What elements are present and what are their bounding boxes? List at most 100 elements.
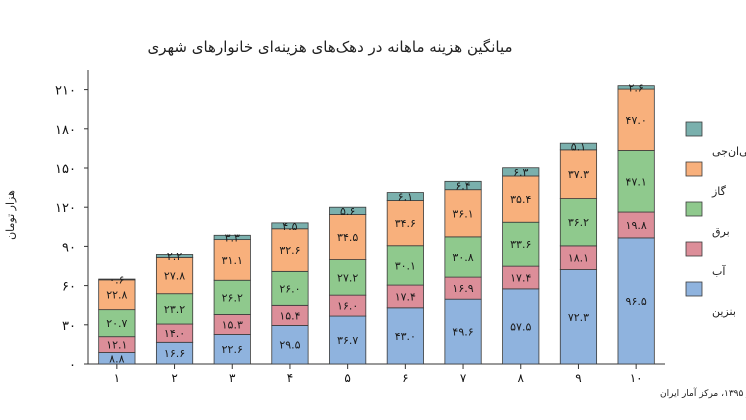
bar-segment <box>155 293 194 325</box>
data-label: ۶.۴ <box>455 180 470 193</box>
data-label: ۸.۸ <box>109 352 124 365</box>
legend-label: آب <box>712 264 726 278</box>
data-label: ۵.۱ <box>571 141 586 154</box>
y-tick-label: ۶۰ <box>62 280 76 295</box>
bar-stack: ۸.۸۱۲.۱ ۲۰.۷ ۲۲.۸ ۰.۶ <box>98 273 136 365</box>
x-tick-label: ۹ <box>575 371 581 385</box>
y-tick-label: ۰ <box>69 358 76 373</box>
data-label: ۵۷.۵ <box>510 320 531 333</box>
bar-segment <box>444 189 482 238</box>
bar-stack: ۹۶.۵ ۱۹.۸ ۴۷.۱ ۴۷.۰ ۲.۶ <box>617 81 655 365</box>
legend-label: سی‌ان‌جی <box>712 145 746 158</box>
bar-segment <box>213 234 251 241</box>
legend-swatch <box>685 161 703 177</box>
data-label: ۶.۱ <box>398 191 413 204</box>
data-label: ۹۶.۵ <box>626 295 647 308</box>
bar-segment <box>502 288 540 365</box>
data-label: ۳.۳ <box>225 231 240 244</box>
chart-title: میانگین هزینه ماهانه در دهک‌های هزینه‌ای… <box>147 38 512 56</box>
x-tick-label: ۱ <box>114 371 120 385</box>
data-label: ۱۶.۶ <box>164 347 185 360</box>
data-label: ۲۲.۸ <box>106 289 127 302</box>
y-tick-label: ۱۵۰ <box>55 162 76 177</box>
data-label: ۲۰.۷ <box>106 317 127 330</box>
data-label: ۲۶.۲ <box>222 291 243 304</box>
bar-segment <box>386 307 424 365</box>
y-tick-label: ۹۰ <box>62 240 76 255</box>
x-tick-label: ۱۰ <box>630 371 643 385</box>
data-label: ۳۰.۱ <box>395 259 416 272</box>
bar-segment <box>213 334 251 365</box>
x-tick-label: ۶ <box>402 371 408 385</box>
data-label: ۱۵.۳ <box>222 318 243 331</box>
axes: ۰ ۳۰ ۶۰ ۹۰ ۱۲۰ ۱۵۰ ۱۸۰ ۲۱۰ ۱ ۲ ۳ ۴ ۵ ۶ ۷ ۸ ۹ ۱۰ <box>55 70 665 385</box>
bar-segment <box>155 256 194 295</box>
bar-segment <box>617 237 655 365</box>
bar-segment <box>444 236 482 278</box>
bar-segment <box>329 315 367 365</box>
data-label: ۲۷.۲ <box>337 271 358 284</box>
data-label: ۴.۵ <box>282 220 297 233</box>
data-label: ۵.۶ <box>340 205 355 218</box>
legend-swatch <box>685 281 703 297</box>
y-tick-label: ۲۱۰ <box>55 84 76 99</box>
bar-segment <box>329 214 367 260</box>
data-label: ۷۲.۳ <box>568 311 589 324</box>
data-label: ۳۶.۲ <box>568 216 589 229</box>
x-tick-label: ۳ <box>229 371 236 385</box>
data-label: ۴۷.۱ <box>626 175 647 188</box>
data-label: ۲.۲ <box>167 250 182 263</box>
data-label: ۲.۶ <box>628 81 643 94</box>
legend-label: گاز <box>711 185 727 198</box>
legend-swatch <box>685 201 703 217</box>
x-tick-label: ۸ <box>518 371 525 385</box>
data-label: ۳۰.۸ <box>452 251 473 264</box>
bar-segment <box>444 180 482 191</box>
x-tick-label: ۴ <box>287 371 293 385</box>
data-label: ۳۵.۴ <box>510 193 531 206</box>
bar-segment <box>502 175 540 223</box>
bar-segment <box>98 278 136 281</box>
bar-segment <box>617 85 655 90</box>
bar-segment <box>329 206 367 215</box>
bar-segment <box>386 245 424 286</box>
bar-stack: ۴۳.۰ ۱۷.۴ ۳۰.۱ ۳۴.۶ ۶.۱ <box>386 191 424 365</box>
data-label: ۱۷.۴ <box>510 271 531 284</box>
bar-stack: ۳۶.۷ ۱۶.۰ ۲۷.۲ ۳۴.۵ ۵.۶ <box>329 205 367 365</box>
bar-segment <box>617 211 655 239</box>
bar-stack: ۴۹.۶ ۱۶.۹ ۳۰.۸ ۳۶.۱ ۶.۴ <box>444 180 482 365</box>
data-label: ۲۶.۰ <box>279 282 300 295</box>
data-label: ۳۶.۱ <box>452 207 473 220</box>
legend-swatch <box>685 241 703 257</box>
data-label: ۱۲.۱ <box>106 339 127 352</box>
data-label: ۱۵.۴ <box>279 309 300 322</box>
bar-segment <box>559 149 598 199</box>
data-label: ۳۴.۶ <box>395 217 416 230</box>
data-label: ۱۴.۰ <box>164 327 185 340</box>
bar-segment <box>271 325 309 365</box>
x-tick-label: ۷ <box>460 371 467 385</box>
y-tick-label: ۱۲۰ <box>55 201 76 216</box>
bar-segment <box>155 254 194 258</box>
data-label: ۳۳.۶ <box>510 238 531 251</box>
x-tick-label: ۵ <box>344 371 350 385</box>
legend-label: برق <box>712 225 730 238</box>
bar-stack: ۱۶.۶ ۱۴.۰ ۲۳.۲ ۲۷.۸ ۲.۲ <box>155 250 194 365</box>
bar-segment <box>271 222 309 230</box>
bar-segment <box>386 192 424 201</box>
data-label: ۱۶.۹ <box>452 282 473 295</box>
bar-stack: ۵۷.۵ ۱۷.۴ ۳۳.۶ ۳۵.۴ ۶.۳ <box>502 166 540 365</box>
bar-segment <box>271 270 309 306</box>
data-label: ۳۴.۵ <box>337 231 358 244</box>
y-tick-label: ۳۰ <box>62 319 76 334</box>
legend: سی‌ان‌جی گاز برق آب بنزین <box>685 121 746 318</box>
bar-stack: ۷۲.۳ ۱۸.۱ ۳۶.۲ ۳۷.۳ ۵.۱ <box>559 141 598 365</box>
data-label: ۴۳.۰ <box>395 330 416 343</box>
data-label: ۲۷.۸ <box>164 270 185 283</box>
bar-stack: ۲۹.۵ ۱۵.۴ ۲۶.۰ ۳۲.۶ ۴.۵ <box>271 220 309 365</box>
data-label: ۳۱.۱ <box>222 254 243 267</box>
data-label: ۲۳.۲ <box>164 303 185 316</box>
legend-swatch <box>685 121 703 137</box>
bar-segment <box>502 221 540 267</box>
data-label: ۲۲.۶ <box>222 343 243 356</box>
